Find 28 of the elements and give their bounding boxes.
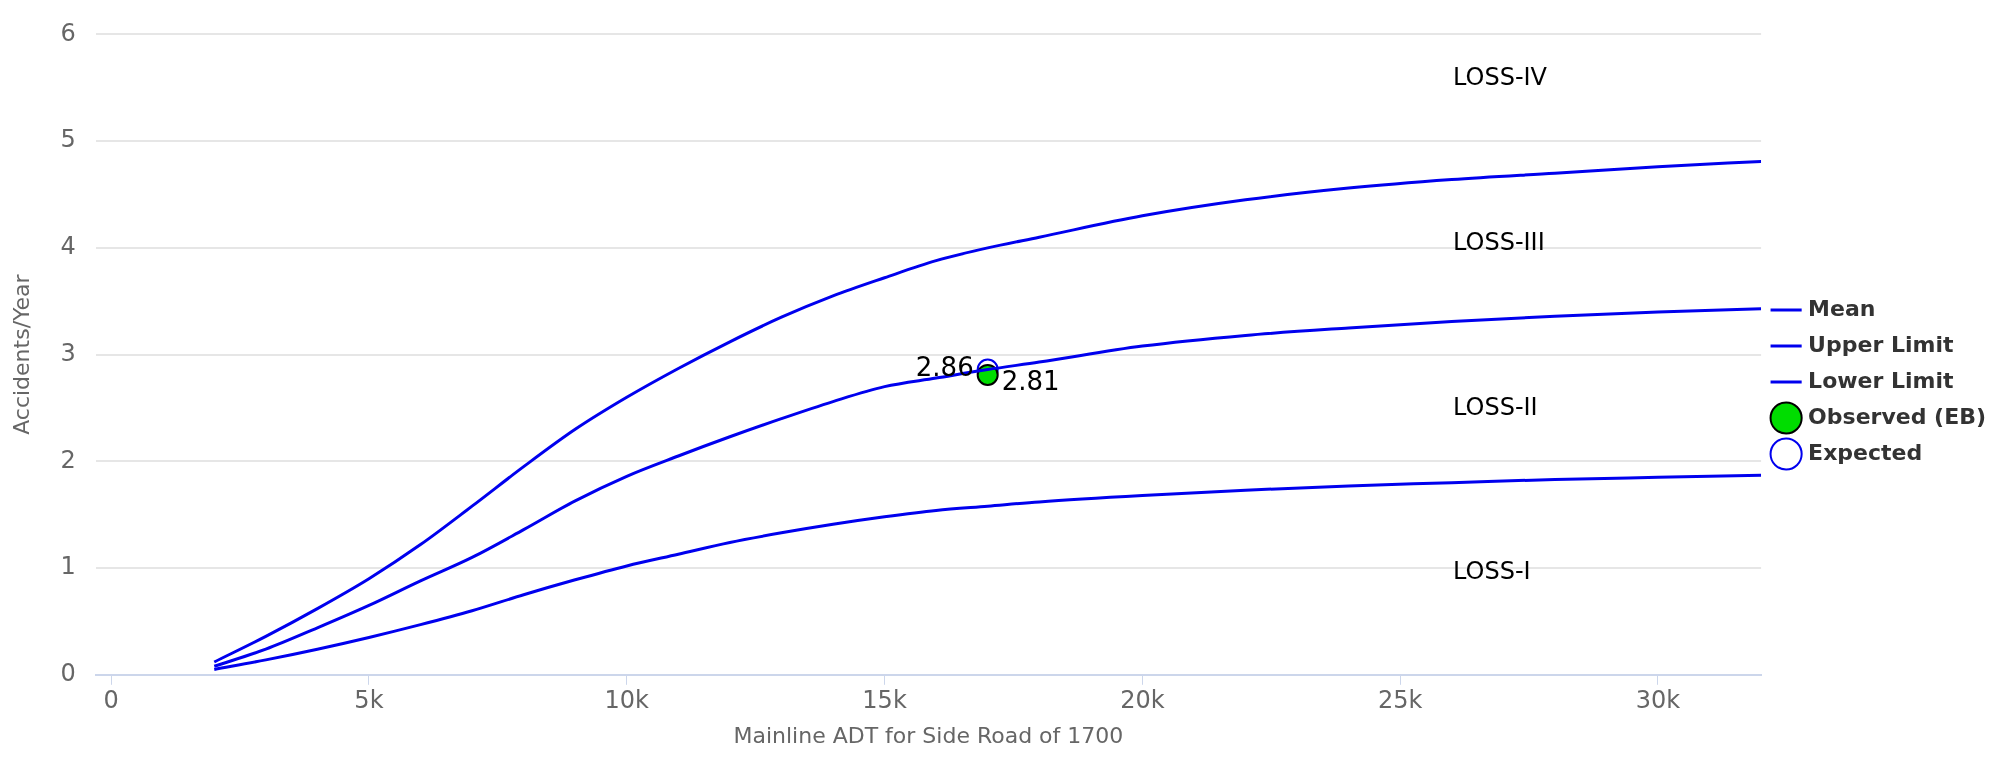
x-tick-label: 15k — [862, 686, 907, 715]
y-tick-label: 1 — [60, 552, 76, 581]
y-tick-label: 5 — [60, 125, 76, 154]
y-tick-label: 2 — [60, 445, 76, 474]
legend-label: Upper Limit — [1808, 331, 1954, 357]
y-tick-label: 4 — [60, 232, 76, 261]
data-label: 2.81 — [1001, 365, 1060, 396]
data-label: 2.86 — [915, 352, 974, 383]
x-tick-label: 0 — [103, 686, 119, 715]
x-tick-label: 10k — [604, 686, 650, 715]
annotation: LOSS-IV — [1453, 63, 1548, 92]
legend-label: Lower Limit — [1808, 367, 1955, 393]
x-tick-label: 20k — [1120, 686, 1165, 715]
x-tick-label: 25k — [1377, 686, 1423, 715]
y-tick-label: 0 — [60, 659, 76, 688]
legend-label: Expected — [1808, 439, 1923, 465]
annotation: LOSS-II — [1453, 392, 1538, 421]
x-axis-title: Mainline ADT for Side Road of 1700 — [733, 722, 1124, 748]
annotation: LOSS-III — [1453, 228, 1545, 257]
line-series — [212, 159, 1762, 664]
x-tick-label: 30k — [1635, 686, 1681, 715]
legend-label: Mean — [1808, 295, 1876, 321]
y-tick-label: 3 — [60, 338, 76, 367]
x-tick-label: 5k — [354, 686, 384, 715]
annotation: LOSS-I — [1453, 557, 1531, 586]
y-axis-title: Accidents/Year — [8, 273, 34, 435]
y-tick-label: 6 — [60, 18, 76, 47]
legend-label: Observed (EB) — [1808, 403, 1986, 429]
